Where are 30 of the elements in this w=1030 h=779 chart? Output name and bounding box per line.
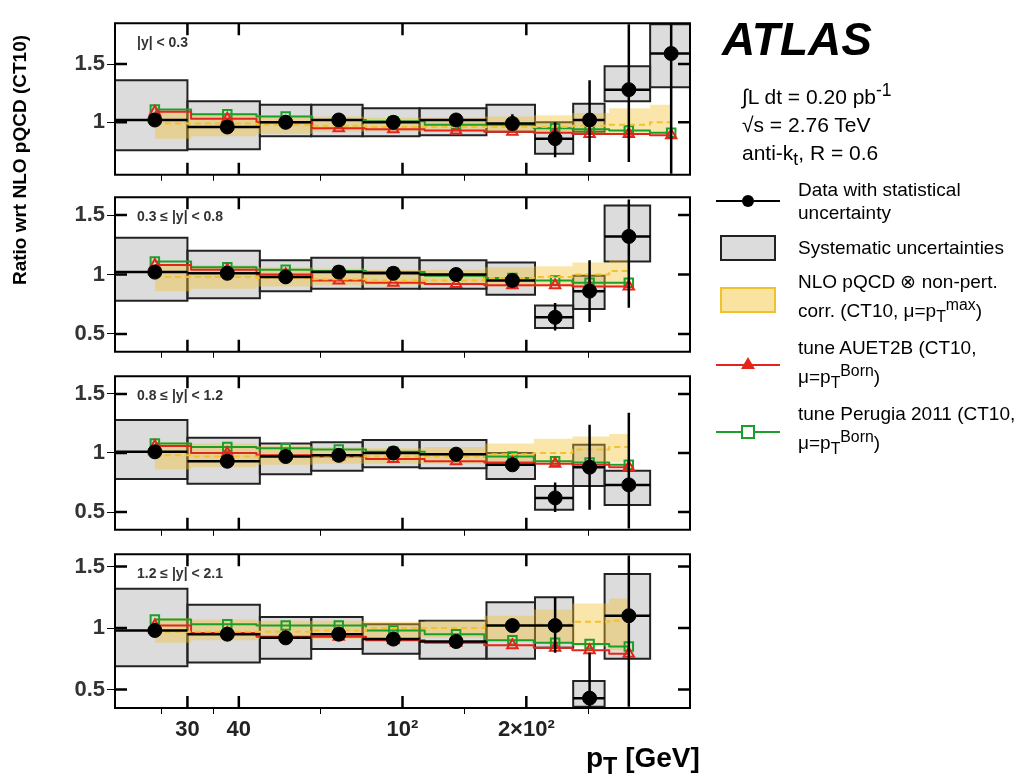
- x-tick-label: 10²: [386, 716, 419, 742]
- x-tick-label: 40: [226, 716, 252, 742]
- y-tick-label: 0.5: [74, 498, 105, 524]
- text: ATLAS: [722, 12, 873, 66]
- y-tick-label: 0.5: [74, 320, 105, 346]
- annotation: |y| < 0.3: [137, 34, 189, 51]
- annotation: 0.8 ≤ |y| < 1.2: [137, 387, 224, 404]
- x-axis-title: p$_{T}$ [GeV]: [586, 742, 700, 779]
- y-tick-label: 1: [92, 614, 105, 640]
- legend-label: tune AUET2B (CT10, μ=p$_{T}$$^{Born}$): [798, 336, 978, 394]
- x-tick-label: 2×10²: [497, 716, 555, 742]
- text: √s = 2.76 TeV: [742, 113, 872, 137]
- y-tick-label: 1: [92, 260, 105, 286]
- y-tick-label: 1.5: [74, 552, 105, 578]
- text: ∫L dt = 0.20 pb$^{-1}$: [742, 80, 893, 109]
- y-tick-label: 1: [92, 439, 105, 465]
- legend-label: tune Perugia 2011 (CT10, μ=p$_{T}$$^{Born}$): [798, 402, 1017, 460]
- y-tick-label: 1.5: [74, 201, 105, 227]
- annotation: 1.2 ≤ |y| < 2.1: [137, 565, 224, 582]
- x-tick-label: 30: [175, 716, 200, 742]
- y-tick-label: 0.5: [74, 675, 105, 701]
- annotation: 0.3 ≤ |y| < 0.8: [137, 208, 224, 225]
- y-tick-label: 1.5: [74, 379, 105, 405]
- text: anti-k$_{t}$, R = 0.6: [742, 141, 880, 171]
- y-tick-label: 1: [92, 108, 105, 134]
- legend-label: Data with statistical uncertainty: [798, 178, 962, 225]
- y-axis-title: Ratio wrt NLO pQCD (CT10): [9, 34, 32, 286]
- legend-label: Systematic uncertainties: [798, 235, 1005, 259]
- legend-label: NLO pQCD ⊗ non-pert. corr. (CT10, μ=p$_{T}$$^{max}$): [798, 270, 999, 328]
- y-tick-label: 1.5: [74, 50, 105, 76]
